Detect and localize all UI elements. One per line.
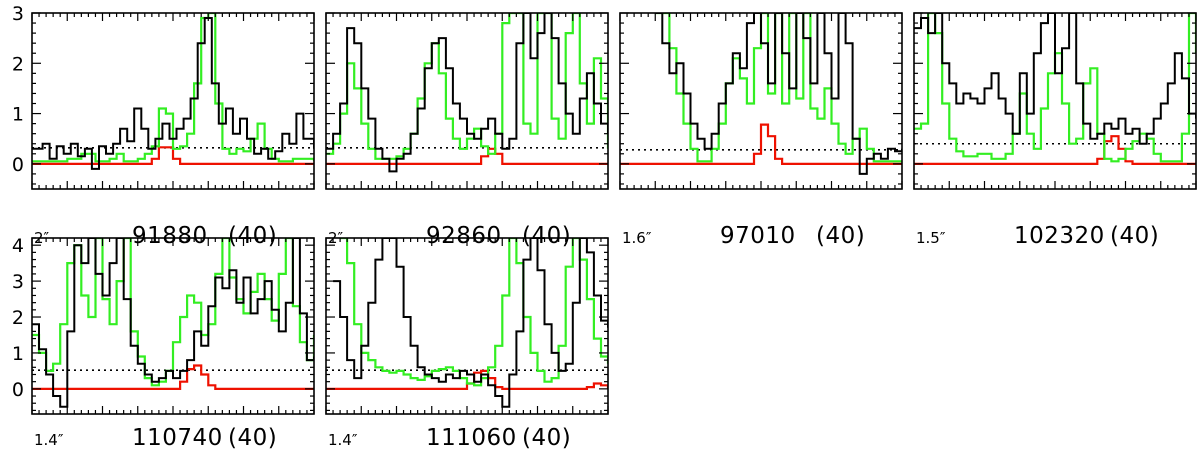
model-series (32, 13, 314, 163)
y-tick-label: 2 (12, 53, 24, 75)
observed-series (914, 13, 1196, 145)
width-label: (40) (816, 223, 865, 249)
wavelength-label: 97010 (720, 223, 796, 249)
wavelength-label: 111060 (426, 425, 517, 451)
observed-series (32, 17, 314, 170)
observed-series (333, 238, 608, 408)
plot-frame (31, 12, 315, 190)
y-tick-label: 2 (12, 307, 24, 329)
y-tick-label: 3 (12, 3, 24, 25)
panel-92860: 2″ 92860 (40) (325, 12, 609, 249)
y-tick-label: 3 (12, 271, 24, 293)
seeing-label: 1.5″ (916, 229, 946, 247)
wavelength-label: 110740 (132, 425, 223, 451)
panel-111060: 1.4″ 111060 (40) (325, 237, 609, 451)
y-tick-label: 4 (12, 235, 24, 257)
panel-102320: 1.5″ 102320 (40) (913, 12, 1197, 249)
observed-series (32, 238, 314, 408)
observed-series (326, 13, 608, 173)
wavelength-label: 92860 (426, 223, 502, 249)
width-label: (40) (228, 425, 277, 451)
seeing-label: 1.4″ (34, 431, 64, 449)
target-series (914, 135, 1196, 165)
seeing-label: 1.6″ (622, 229, 652, 247)
y-tick-label: 1 (12, 104, 24, 126)
target-series (620, 123, 902, 165)
wavelength-label: 102320 (1014, 223, 1105, 249)
model-series (340, 238, 608, 387)
seeing-label: 1.4″ (328, 431, 358, 449)
y-tick-label: 1 (12, 343, 24, 365)
width-label: (40) (1110, 223, 1159, 249)
observed-series (655, 13, 902, 175)
y-tick-label: 0 (12, 379, 24, 401)
width-label: (40) (522, 425, 571, 451)
panel-110740: 0 1 2 3 4 1.4″ 110740 (40) (12, 235, 315, 451)
target-series (326, 147, 608, 165)
width-label: (40) (228, 223, 277, 249)
target-series (32, 364, 314, 390)
panel-97010: 1.6″ 97010 (40) (619, 12, 903, 249)
model-series (655, 13, 902, 163)
wavelength-label: 91880 (132, 223, 208, 249)
width-label: (40) (522, 223, 571, 249)
y-tick-label: 0 (12, 154, 24, 176)
target-series (32, 146, 314, 165)
